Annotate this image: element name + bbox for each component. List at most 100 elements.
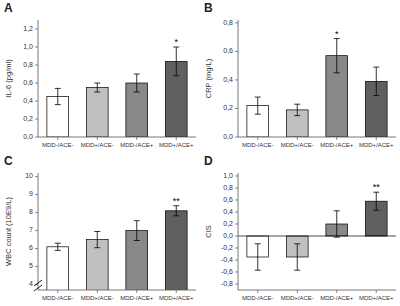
error-bars [55,47,180,105]
y-axis-label: CRP (mg/L) [204,58,213,98]
error-line [97,83,98,92]
error-bar [294,244,300,270]
significance-marker: ** [373,182,381,192]
y-tick-label: 1,2 [23,25,33,32]
error-bars [255,39,380,116]
y-tick-label: 0,2 [223,104,233,111]
panel-label: C [4,154,13,168]
x-tick-label: MDD-/ACE+ [120,142,154,148]
bars [247,201,387,257]
x-axis-line [238,137,396,138]
x-tick-label: MDD+/ACE- [281,295,314,301]
y-tick-label: 0,0 [23,133,33,140]
y-tick-label: 1,0 [223,172,233,179]
error-cap [55,104,61,105]
x-axis-line [38,137,196,138]
error-cap [55,250,61,251]
error-line [376,67,377,96]
y-tick [35,176,38,177]
y-tick-label: 0,4 [223,76,233,83]
error-cap [134,92,140,93]
y-tick [235,212,238,213]
x-tick [297,137,298,140]
y-axis-line [38,173,39,290]
y-tick [35,65,38,66]
error-cap [294,270,300,271]
error-bar [173,47,179,76]
x-tick [376,290,377,293]
x-tick [136,137,137,140]
x-tick [57,137,58,140]
x-tick-label: MDD+/ACE+ [359,142,394,148]
panel: AIL-6 (pg/ml)0,00,20,40,60,81,01,2MDD-/A… [4,1,196,148]
error-cap [134,240,140,241]
x-tick-label: MDD-/ACE- [42,142,74,148]
x-tick-label: MDD-/ACE- [42,295,74,301]
x-tick [257,290,258,293]
error-bar [255,97,261,114]
x-tick-label: MDD-/ACE+ [320,142,354,148]
error-line [57,88,58,104]
y-tick [235,260,238,261]
panel: CWBC count (10E9/L)45678910MDD-/ACE-MDD+… [4,154,196,306]
y-axis-label: CIS [204,225,213,238]
y-tick-label: 0,2 [23,115,33,122]
y-axis-label: WBC count (10E9/L) [4,197,13,266]
panel-label: D [204,154,213,168]
axis-break [34,280,42,286]
x-tick [176,137,177,140]
error-bar [373,67,379,96]
x-tick [136,290,137,293]
y-tick-label: -0,4 [221,256,233,263]
error-cap [55,88,61,89]
y-tick-label: 4 [29,280,33,287]
y-tick [35,83,38,84]
error-cap [94,92,100,93]
error-bar [134,74,140,92]
chart-figure: AIL-6 (pg/ml)0,00,20,40,60,81,01,2MDD-/A… [0,0,400,306]
error-cap [134,74,140,75]
error-bar [255,244,261,270]
panel-label: A [4,1,13,15]
y-tick [235,51,238,52]
y-tick-label: 0,8 [23,61,33,68]
x-tick [97,290,98,293]
x-tick-label: MDD+/ACE- [281,142,314,148]
error-bar [173,206,179,216]
error-cap [94,231,100,232]
error-bars [255,192,380,270]
x-tick [376,137,377,140]
panel: BCRP (mg/L)0,00,20,40,60,8MDD-/ACE-MDD+/… [204,1,396,148]
y-tick-label: 0,8 [223,19,233,26]
x-tick [97,137,98,140]
bars [47,211,187,290]
y-tick [235,188,238,189]
panel: DCIS-0,8-0,6-0,4-0,20,00,20,40,60,81,0MD… [204,154,396,301]
y-tick-label: 0,6 [223,47,233,54]
error-cap [334,72,340,73]
zero-line [238,236,396,237]
x-tick-label: MDD-/ACE+ [320,295,354,301]
error-bar [294,104,300,115]
y-tick-label: -0,6 [221,268,233,275]
y-tick-label: 0,2 [223,220,233,227]
y-tick [35,47,38,48]
y-tick [235,248,238,249]
error-cap [334,237,340,238]
error-cap [173,215,179,216]
error-line [257,244,258,270]
error-bar [134,221,140,241]
error-line [336,39,337,73]
y-tick-label: 5 [29,262,33,269]
y-tick-label: 6 [29,244,33,251]
error-cap [294,104,300,105]
error-bar [94,83,100,92]
error-cap [255,97,261,98]
y-tick [235,272,238,273]
y-axis-line [38,20,39,137]
x-tick [297,290,298,293]
x-axis-line [238,290,396,291]
x-tick [336,290,337,293]
y-tick [35,194,38,195]
error-cap [134,220,140,221]
